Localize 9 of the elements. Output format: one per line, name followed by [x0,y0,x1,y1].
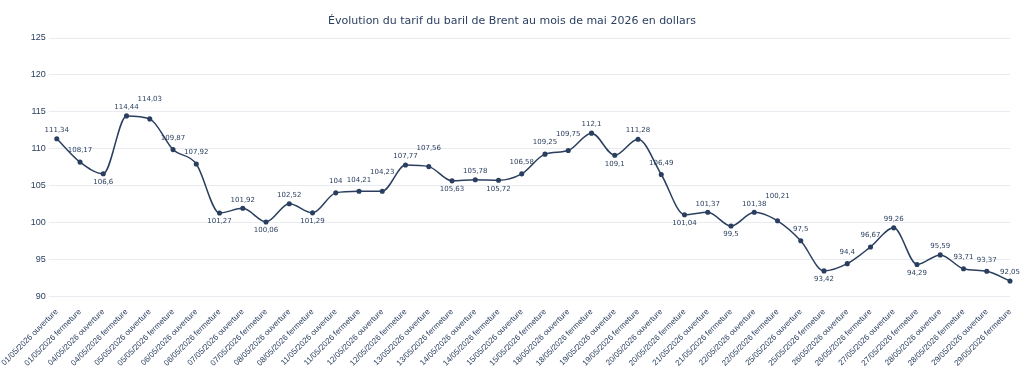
y-tick-label: 120 [30,69,46,80]
y-tick-label: 90 [35,290,46,301]
y-tick-label: 105 [30,179,46,190]
chart-title: Évolution du tarif du baril de Brent au mois de mai 2026 en dollars [327,14,697,27]
y-tick-label: 110 [31,143,46,154]
y-tick-label: 115 [31,106,46,117]
y-tick-label: 100 [30,216,46,227]
y-tick-label: 95 [35,253,46,264]
y-tick-label: 125 [30,32,46,43]
